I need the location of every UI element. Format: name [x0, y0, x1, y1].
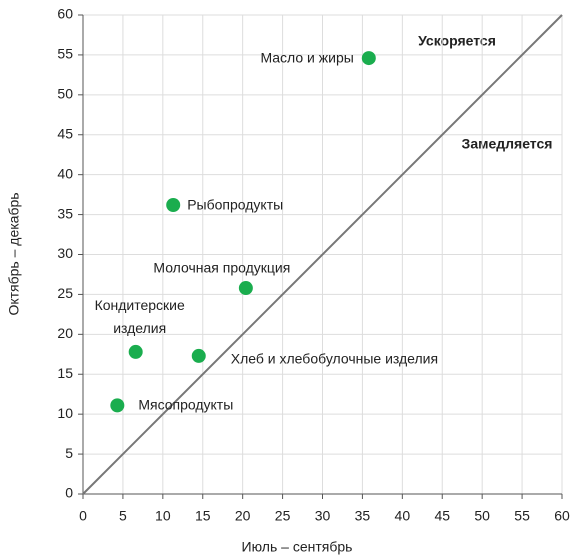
x-tick-label: 45	[434, 508, 450, 524]
x-tick-label: 0	[79, 508, 87, 524]
point-label: Мясопродукты	[138, 396, 234, 413]
x-axis-title: Июль – сентябрь	[242, 539, 353, 555]
x-tick-label: 50	[474, 508, 490, 524]
x-tick-label: 30	[315, 508, 331, 524]
point	[361, 51, 376, 66]
point	[191, 348, 206, 363]
point	[110, 398, 125, 413]
x-tick-label: 10	[155, 508, 171, 524]
x-tick-label: 5	[119, 508, 127, 524]
x-tick-label: 55	[514, 508, 530, 524]
x-tick-label: 15	[195, 508, 211, 524]
x-tick-label: 60	[554, 508, 570, 524]
y-tick-label: 35	[57, 205, 73, 221]
y-tick-label: 45	[57, 125, 73, 141]
y-tick-label: 30	[57, 245, 73, 261]
y-tick-label: 25	[57, 285, 73, 301]
y-tick-label: 60	[57, 6, 73, 22]
y-tick-label: 0	[65, 485, 73, 501]
y-tick-label: 20	[57, 325, 73, 341]
y-tick-label: 5	[65, 445, 73, 461]
x-tick-label: 25	[275, 508, 291, 524]
point-label: Хлеб и хлебобулочные изделия	[230, 350, 439, 367]
y-tick-label: 10	[57, 405, 73, 421]
point-label: Кондитерские изделия	[94, 296, 185, 336]
x-tick-label: 40	[395, 508, 411, 524]
point	[128, 344, 143, 359]
annotation: Ускоряется	[418, 33, 496, 49]
point-label: Рыбопродукты	[187, 196, 284, 213]
y-tick-label: 40	[57, 165, 73, 181]
x-tick-label: 35	[355, 508, 371, 524]
y-tick-label: 15	[57, 365, 73, 381]
reference-line	[82, 14, 563, 495]
x-tick-label: 20	[235, 508, 251, 524]
annotation: Замедляется	[462, 136, 553, 152]
y-tick-label: 50	[57, 86, 73, 102]
point-label: Молочная продукция	[153, 259, 291, 276]
y-axis-title: Октябрь – декабрь	[6, 192, 22, 315]
y-tick-label: 55	[57, 46, 73, 62]
point-label: Масло и жиры	[260, 49, 354, 66]
point	[166, 198, 181, 213]
point	[238, 281, 253, 296]
